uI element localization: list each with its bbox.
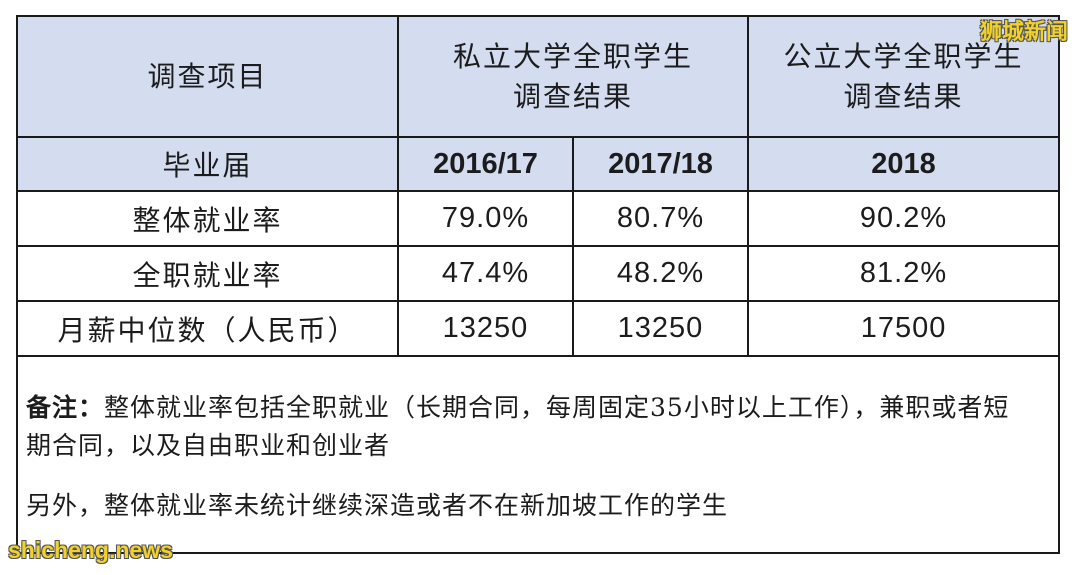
row-value: 17500	[747, 300, 1059, 357]
row-value: 13250	[397, 300, 574, 357]
header-private-line1: 私立大学全职学生	[453, 39, 694, 73]
row-value: 48.2%	[571, 245, 750, 302]
row-value: 13250	[571, 300, 750, 357]
row-label: 月薪中位数（人民币）	[18, 300, 399, 357]
table-row: 全职就业率 47.4% 48.2% 81.2%	[18, 245, 1059, 302]
row-value: 47.4%	[397, 245, 574, 302]
cohort-row: 毕业届 2016/17 2017/18 2018	[18, 136, 1059, 192]
notes-paragraph-2: 另外，整体就业率未统计继续深造或者不在新加坡工作的学生	[26, 491, 729, 520]
row-value: 79.0%	[397, 190, 574, 247]
cohort-public-year: 2018	[747, 136, 1059, 192]
survey-table: 调查项目 私立大学全职学生 调查结果 公立大学全职学生 调查结果 毕业届 201…	[18, 17, 1059, 357]
table-row: 月薪中位数（人民币） 13250 13250 17500	[18, 300, 1059, 357]
row-label: 全职就业率	[18, 245, 399, 302]
notes-paragraph-1: 备注：整体就业率包括全职就业（长期合同，每周固定35小时以上工作），兼职或者短期…	[26, 389, 1026, 465]
header-public-line1: 公立大学全职学生	[783, 39, 1024, 73]
header-public-line2: 调查结果	[843, 79, 964, 113]
table-header-row: 调查项目 私立大学全职学生 调查结果 公立大学全职学生 调查结果	[18, 17, 1059, 138]
watermark-top-right: 狮城新闻	[979, 20, 1068, 45]
notes-text-1: 整体就业率包括全职就业（长期合同，每周固定35小时以上工作），兼职或者短期合同，…	[26, 393, 1010, 460]
cohort-private-year1: 2016/17	[397, 136, 574, 192]
row-label: 整体就业率	[18, 190, 399, 247]
watermark-bottom-left: shicheng.news	[8, 537, 173, 563]
notes-label: 备注：	[26, 393, 105, 422]
row-value: 90.2%	[747, 190, 1059, 247]
row-value: 80.7%	[571, 190, 750, 247]
survey-table-frame: 调查项目 私立大学全职学生 调查结果 公立大学全职学生 调查结果 毕业届 201…	[16, 15, 1060, 554]
row-value: 81.2%	[747, 245, 1059, 302]
notes-section: 备注：整体就业率包括全职就业（长期合同，每周固定35小时以上工作），兼职或者短期…	[26, 389, 1026, 525]
header-item-cell: 调查项目	[18, 17, 399, 138]
table-row: 整体就业率 79.0% 80.7% 90.2%	[18, 190, 1059, 247]
header-public-cell: 公立大学全职学生 调查结果	[747, 17, 1059, 138]
header-private-cell: 私立大学全职学生 调查结果	[396, 17, 750, 138]
cohort-private-year2: 2017/18	[571, 136, 750, 192]
cohort-label: 毕业届	[18, 136, 399, 192]
header-private-line2: 调查结果	[513, 79, 634, 113]
